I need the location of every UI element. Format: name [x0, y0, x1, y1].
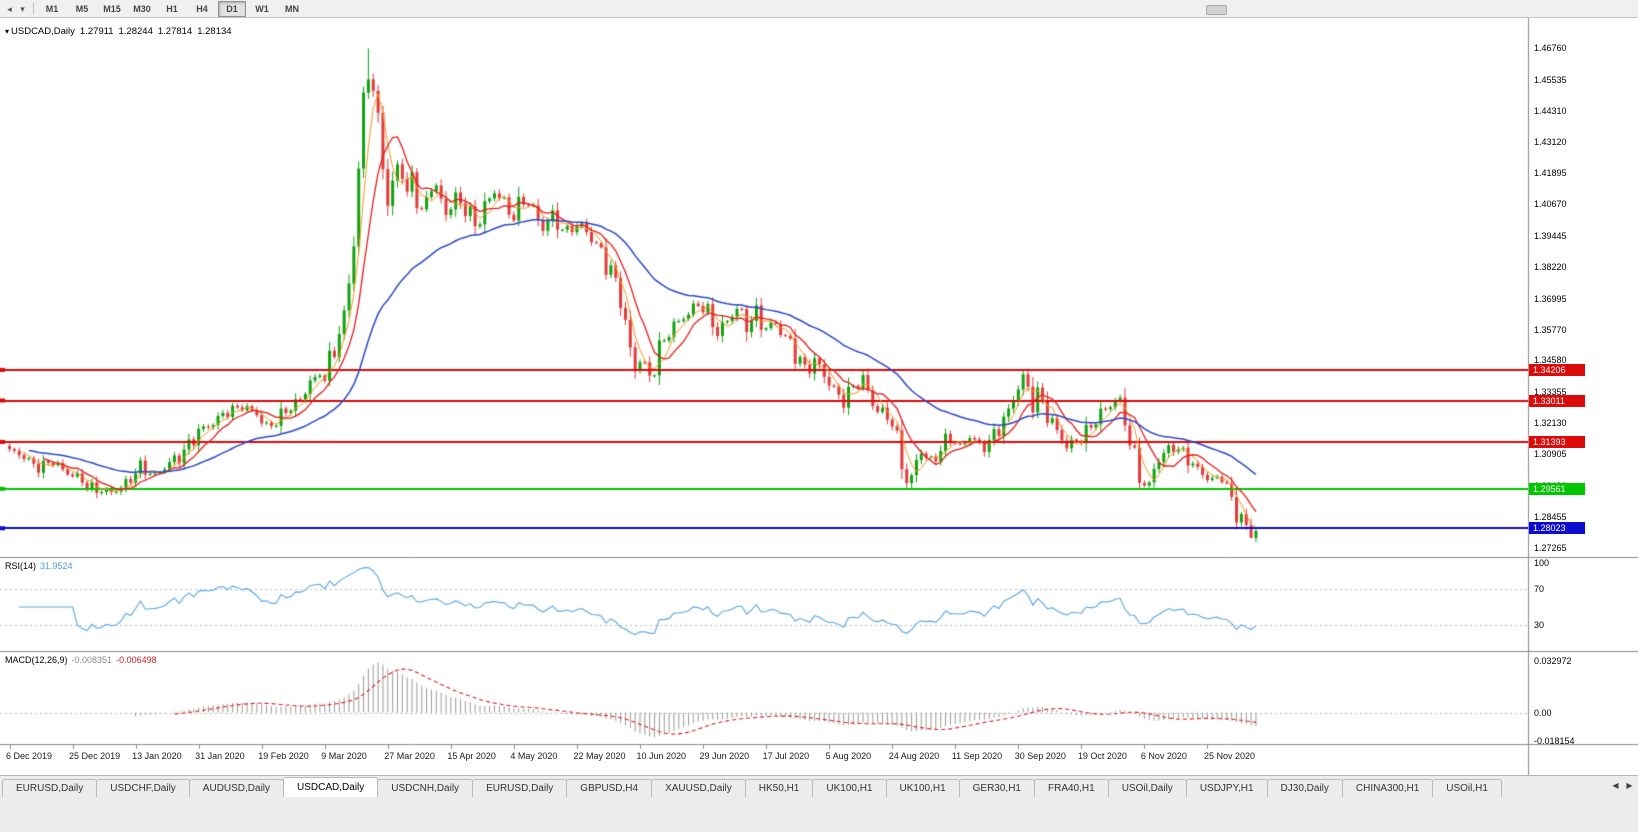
timeframe-group: M1 M5 M15 M30 H1 H4 D1 W1 MN [38, 0, 308, 17]
chart-tab-china300-h1[interactable]: CHINA300,H1 [1341, 779, 1434, 797]
chart-tab-uk100-h1[interactable]: UK100,H1 [812, 779, 887, 797]
timeframe-button-h1[interactable]: H1 [166, 3, 178, 14]
chart-scroll-back-icon[interactable]: ◂ [7, 3, 12, 14]
chart-tab-gbpusd-h4[interactable]: GBPUSD,H4 [566, 779, 653, 797]
chart-tab-ger30-h1[interactable]: GER30,H1 [958, 779, 1035, 797]
chart-tab-audusd-daily[interactable]: AUDUSD,Daily [188, 779, 285, 797]
dropdown-caret-icon[interactable]: ▾ [20, 3, 25, 14]
chart-tabs: EURUSD,Daily USDCHF,Daily AUDUSD,Daily USDC… [2, 777, 1602, 797]
chart-tab-hk50-h1[interactable]: HK50,H1 [744, 779, 814, 797]
chart-tab-usdjpy-h1[interactable]: USDJPY,H1 [1185, 779, 1268, 797]
tabs-scroll-left-icon[interactable]: ◀ [1612, 781, 1619, 790]
chart-tab-uk100-h1[interactable]: UK100,H1 [885, 779, 960, 797]
window-bottom-filler [0, 797, 1638, 832]
timeframe-button-m1[interactable]: M1 [45, 3, 59, 14]
chart-tab-usdcad-daily[interactable]: USDCAD,Daily [283, 777, 379, 797]
price-chart-canvas[interactable] [0, 18, 1638, 775]
chart-tab-usoil-daily[interactable]: USOil,Daily [1107, 779, 1187, 797]
timeframe-button-mn[interactable]: MN [285, 3, 299, 14]
chart-tab-usdchf-daily[interactable]: USDCHF,Daily [96, 779, 190, 797]
chart-tab-eurusd-daily[interactable]: EURUSD,Daily [2, 779, 98, 797]
chart-tab-xauusd-daily[interactable]: XAUUSD,Daily [651, 779, 746, 797]
timeframe-button-m15[interactable]: M15 [103, 3, 121, 14]
tab-scroll-arrows: ◀ ▶ [1608, 781, 1637, 790]
timeframe-button-m5[interactable]: M5 [75, 3, 89, 14]
toolbar: ◂ ▾ M1 M5 M15 M30 H1 H4 D1 W1 MN [0, 0, 1638, 18]
chart-tab-usoil-h1[interactable]: USOil,H1 [1432, 779, 1502, 797]
tabs-scroll-right-icon[interactable]: ▶ [1626, 781, 1633, 790]
toolbar-separator [33, 2, 34, 15]
timeframe-button-m30[interactable]: M30 [133, 3, 151, 14]
timeframe-button-h4[interactable]: H4 [196, 3, 208, 14]
chart-tab-fra40-h1[interactable]: FRA40,H1 [1034, 779, 1109, 797]
chart-window: ▾ USDCAD,Daily 1.27911 1.28244 1.27814 1.2813… [0, 18, 1638, 775]
chart-horizontal-scrollbar-thumb[interactable] [1206, 5, 1227, 15]
chart-tab-eurusd-daily[interactable]: EURUSD,Daily [472, 779, 568, 797]
timeframe-button-w1[interactable]: W1 [255, 3, 269, 14]
chart-tab-usdcnh-daily[interactable]: USDCNH,Daily [377, 779, 474, 797]
chart-tab-bar: EURUSD,Daily USDCHF,Daily AUDUSD,Daily USDC… [0, 775, 1638, 797]
timeframe-button-d1[interactable]: D1 [218, 0, 246, 17]
chart-tab-dj30-daily[interactable]: DJ30,Daily [1266, 779, 1343, 797]
